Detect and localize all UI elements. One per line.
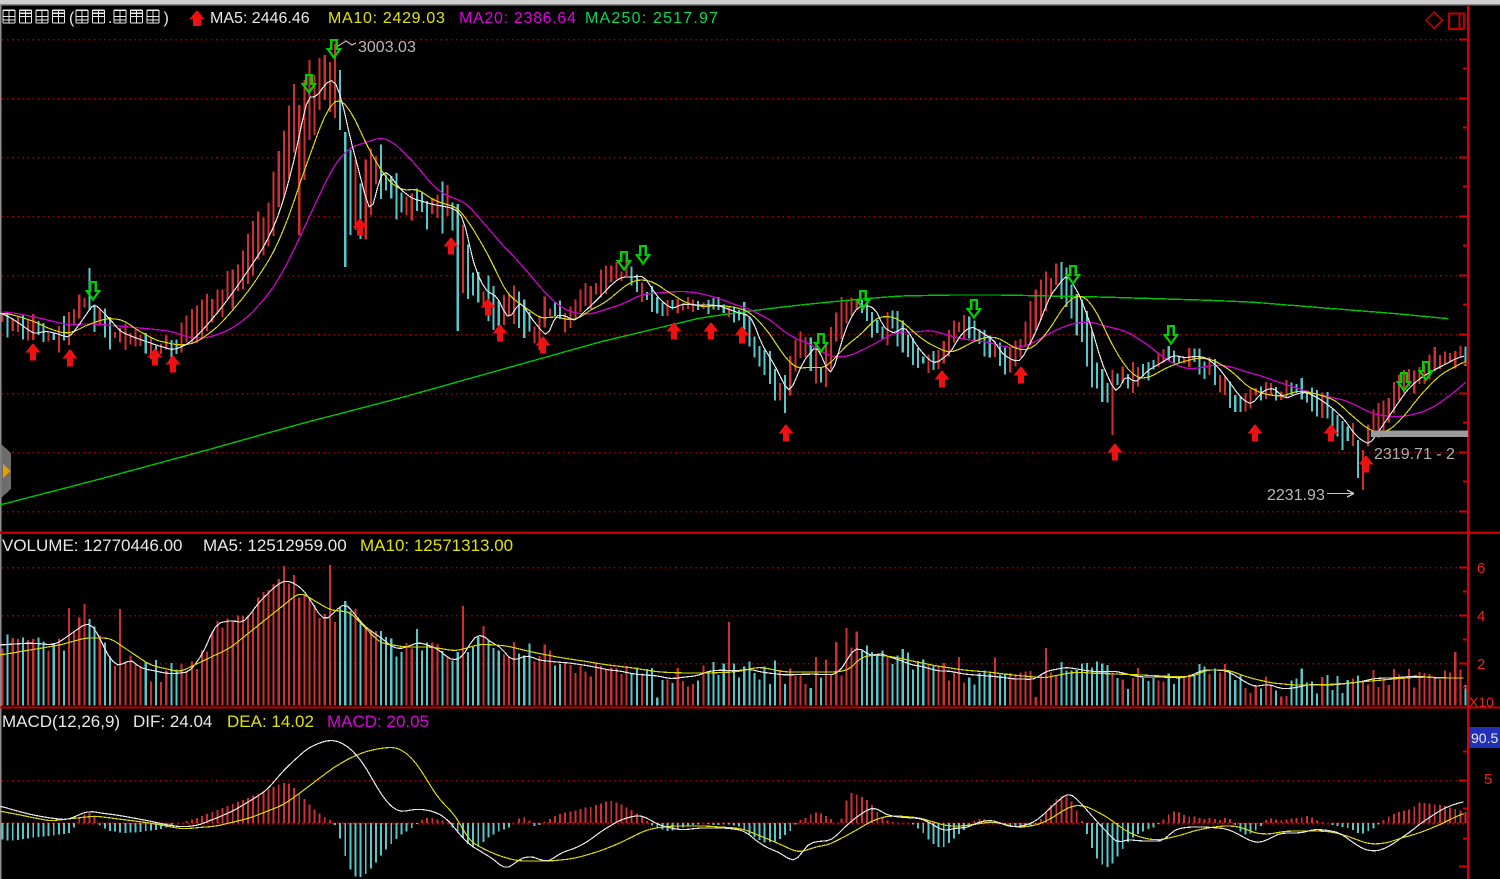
svg-text:(: ( [69,10,75,27]
svg-text:VOLUME: 12770446.00: VOLUME: 12770446.00 [2,536,183,555]
svg-text:MA5: 12512959.00: MA5: 12512959.00 [203,536,347,555]
svg-text:MA10: 2429.03: MA10: 2429.03 [328,10,446,27]
svg-text:MACD: 20.05: MACD: 20.05 [327,712,429,731]
svg-text:MA10: 12571313.00: MA10: 12571313.00 [360,536,513,555]
svg-text:MA250: 2517.97: MA250: 2517.97 [585,10,719,27]
svg-text:): ) [164,10,169,27]
svg-text:3003.03: 3003.03 [358,39,416,56]
svg-text:2231.93: 2231.93 [1267,487,1325,504]
svg-text:6: 6 [1477,560,1485,577]
svg-text:DIF: 24.04: DIF: 24.04 [133,712,212,731]
svg-text:4: 4 [1477,608,1485,625]
svg-text:MACD(12,26,9): MACD(12,26,9) [2,712,120,731]
svg-text:MA5: 2446.46: MA5: 2446.46 [210,10,310,27]
svg-text:.: . [108,10,112,27]
svg-text:2319.71 - 2: 2319.71 - 2 [1374,446,1455,463]
svg-text:90.5: 90.5 [1471,730,1498,746]
svg-text:X10: X10 [1469,694,1494,710]
svg-text:2: 2 [1477,656,1485,673]
svg-text:DEA: 14.02: DEA: 14.02 [227,712,314,731]
svg-text:5: 5 [1484,771,1492,788]
svg-text:MA20: 2386.64: MA20: 2386.64 [459,10,577,27]
